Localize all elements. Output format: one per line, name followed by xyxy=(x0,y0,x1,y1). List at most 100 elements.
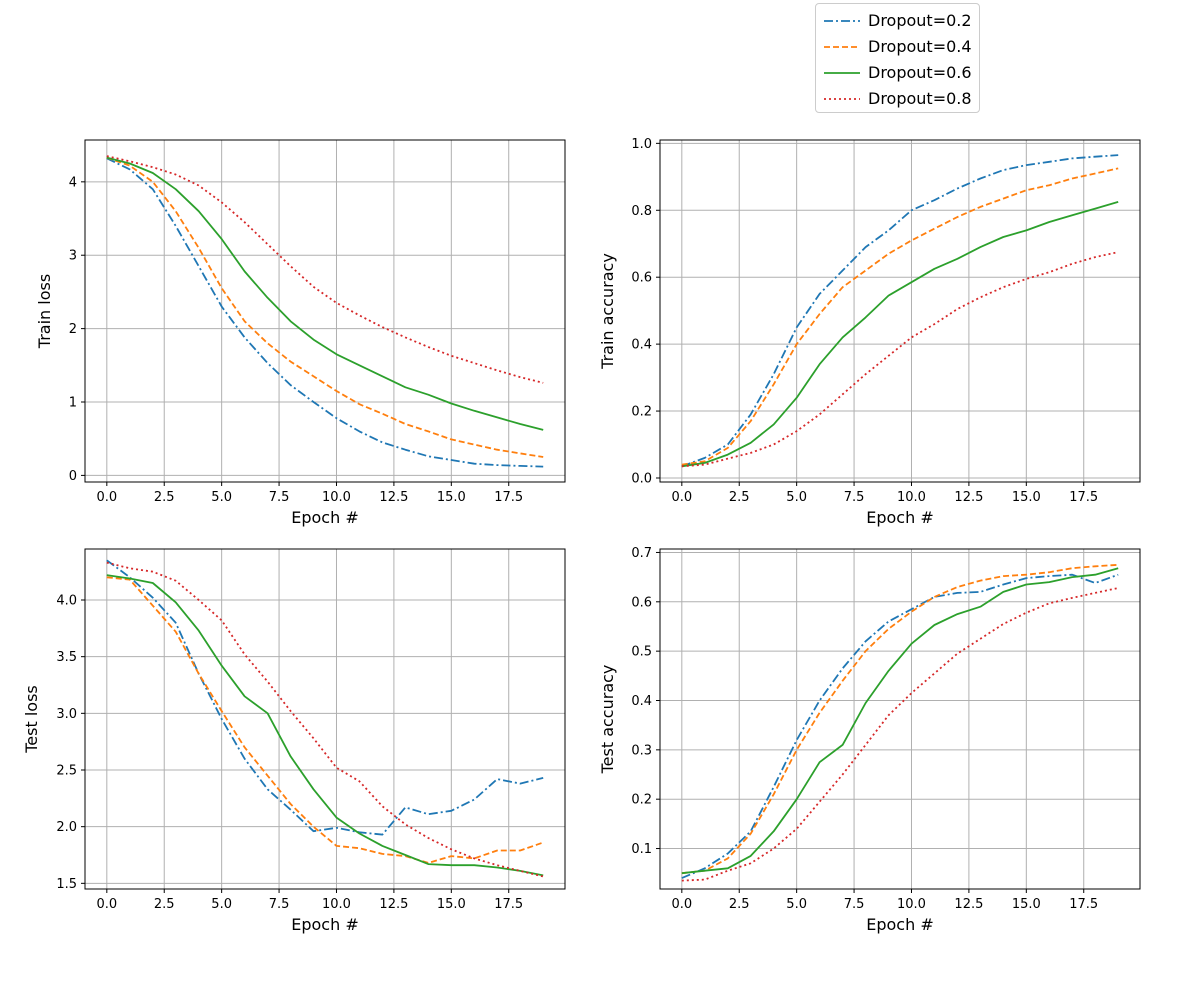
y-axis-label: Test loss xyxy=(22,685,41,754)
x-tick-label: 17.5 xyxy=(1069,897,1098,912)
series-line-dropout-4 xyxy=(681,167,1119,466)
y-tick-label: 4.0 xyxy=(56,594,77,609)
x-tick-label: 0.0 xyxy=(96,490,117,505)
y-tick-label: 2 xyxy=(69,322,77,337)
axes-frame xyxy=(84,548,566,890)
y-tick-label: 0.6 xyxy=(631,271,652,286)
x-tick-label: 7.5 xyxy=(269,897,290,912)
series-line-dropout-8 xyxy=(106,561,544,878)
y-tick-label: 0.1 xyxy=(631,842,652,857)
x-tick-label: 10.0 xyxy=(897,490,926,505)
x-tick-label: 7.5 xyxy=(844,897,865,912)
y-tick-label: 0.3 xyxy=(631,743,652,758)
series-line-dropout-6 xyxy=(681,567,1119,875)
legend-swatch xyxy=(824,72,860,74)
series-line-dropout-6 xyxy=(106,574,544,877)
x-tick-label: 10.0 xyxy=(322,490,351,505)
y-tick-label: 1 xyxy=(69,396,77,411)
x-tick-label: 17.5 xyxy=(494,490,523,505)
y-tick-label: 0.0 xyxy=(631,471,652,486)
x-tick-label: 15.0 xyxy=(437,490,466,505)
chart-panel-3: 0.0 2.5 5.0 7.5 10.0 12.5 15.0 17.5 1.5 2.0 2.5 3.0… xyxy=(22,548,566,934)
series-line-dropout-8 xyxy=(681,587,1119,882)
legend-swatch xyxy=(824,98,860,100)
y-axis-label: Train loss xyxy=(35,274,54,349)
series-line-dropout-8 xyxy=(681,251,1119,468)
x-axis-label: Epoch # xyxy=(866,508,933,527)
x-tick-label: 12.5 xyxy=(954,490,983,505)
x-tick-label: 2.5 xyxy=(154,897,175,912)
y-axis-label: Test accuracy xyxy=(598,665,617,775)
x-tick-label: 0.0 xyxy=(96,897,117,912)
y-tick-label: 0.2 xyxy=(631,405,652,420)
x-tick-label: 7.5 xyxy=(269,490,290,505)
legend: Dropout=0.2 Dropout=0.4 Dropout=0.6 Drop… xyxy=(815,3,980,113)
x-tick-label: 15.0 xyxy=(1012,897,1041,912)
chart-panel-4: 0.0 2.5 5.0 7.5 10.0 12.5 15.0 17.5 0.1 0.2 0.3 0.4… xyxy=(598,546,1141,934)
series-line-dropout-4 xyxy=(681,563,1119,875)
series-line-dropout-6 xyxy=(106,156,544,431)
y-tick-label: 0.8 xyxy=(631,204,652,219)
x-tick-label: 2.5 xyxy=(154,490,175,505)
legend-swatch xyxy=(824,20,860,22)
x-tick-label: 0.0 xyxy=(671,490,692,505)
x-tick-label: 7.5 xyxy=(844,490,865,505)
legend-item-dropout-0-2: Dropout=0.2 xyxy=(816,8,979,34)
legend-swatch xyxy=(824,46,860,48)
legend-item-dropout-0-6: Dropout=0.6 xyxy=(816,60,979,86)
y-tick-label: 3.0 xyxy=(56,707,77,722)
series-line-dropout-2 xyxy=(106,157,544,468)
x-tick-label: 12.5 xyxy=(379,897,408,912)
x-tick-label: 0.0 xyxy=(671,897,692,912)
x-tick-label: 2.5 xyxy=(729,897,750,912)
x-tick-label: 15.0 xyxy=(1012,490,1041,505)
axes-frame xyxy=(84,139,566,483)
axes-frame xyxy=(659,139,1141,483)
y-tick-label: 0.4 xyxy=(631,694,652,709)
y-tick-label: 0.6 xyxy=(631,595,652,610)
series-line-dropout-6 xyxy=(681,201,1119,468)
x-tick-label: 12.5 xyxy=(379,490,408,505)
x-tick-label: 10.0 xyxy=(322,897,351,912)
x-axis-label: Epoch # xyxy=(291,915,358,934)
legend-label: Dropout=0.8 xyxy=(868,89,972,108)
chart-panel-2: 0.0 2.5 5.0 7.5 10.0 12.5 15.0 17.5 0.0 0.2 0.4 0.6… xyxy=(598,137,1141,527)
y-tick-label: 3 xyxy=(69,249,77,264)
legend-label: Dropout=0.6 xyxy=(868,63,972,82)
x-tick-label: 12.5 xyxy=(954,897,983,912)
x-tick-label: 5.0 xyxy=(211,897,232,912)
y-tick-label: 0.2 xyxy=(631,793,652,808)
series-line-dropout-2 xyxy=(681,154,1119,468)
series-line-dropout-8 xyxy=(106,155,544,384)
legend-label: Dropout=0.2 xyxy=(868,11,972,30)
x-tick-label: 17.5 xyxy=(1069,490,1098,505)
x-tick-label: 15.0 xyxy=(437,897,466,912)
y-tick-label: 0.5 xyxy=(631,645,652,660)
y-tick-label: 3.5 xyxy=(56,650,77,665)
x-tick-label: 5.0 xyxy=(211,490,232,505)
y-tick-label: 2.5 xyxy=(56,764,77,779)
x-tick-label: 10.0 xyxy=(897,897,926,912)
x-axis-label: Epoch # xyxy=(866,915,933,934)
legend-label: Dropout=0.4 xyxy=(868,37,972,56)
x-tick-label: 2.5 xyxy=(729,490,750,505)
y-tick-label: 0 xyxy=(69,469,77,484)
x-tick-label: 5.0 xyxy=(786,490,807,505)
series-line-dropout-2 xyxy=(681,573,1119,879)
y-tick-label: 4 xyxy=(69,175,77,190)
y-tick-label: 2.0 xyxy=(56,820,77,835)
series-line-dropout-2 xyxy=(106,559,544,836)
y-tick-label: 1.5 xyxy=(56,877,77,892)
legend-item-dropout-0-8: Dropout=0.8 xyxy=(816,86,979,112)
x-tick-label: 17.5 xyxy=(494,897,523,912)
axes-frame xyxy=(659,548,1141,890)
series-line-dropout-4 xyxy=(106,576,544,864)
y-tick-label: 0.4 xyxy=(631,338,652,353)
y-tick-label: 0.7 xyxy=(631,546,652,561)
series-line-dropout-4 xyxy=(106,156,544,458)
x-tick-label: 5.0 xyxy=(786,897,807,912)
y-axis-label: Train accuracy xyxy=(598,253,617,370)
legend-item-dropout-0-4: Dropout=0.4 xyxy=(816,34,979,60)
x-axis-label: Epoch # xyxy=(291,508,358,527)
